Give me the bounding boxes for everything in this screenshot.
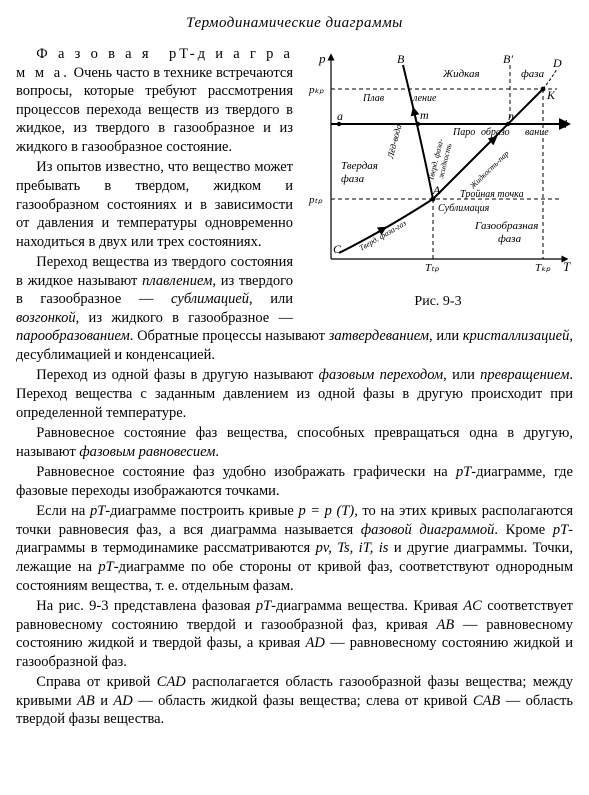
curve-ac [339, 199, 433, 253]
figure-9-3: p T pₖₚ pₜₚ Tₜₚ Tₖₚ B B' D K A C a m n d… [303, 49, 573, 311]
label-paro1: Паро [452, 127, 475, 138]
para-9: Справа от кривой CAD располагается облас… [16, 673, 573, 729]
label-paro2: образо [481, 127, 510, 138]
label-m: m [420, 108, 429, 122]
label-c: C [333, 242, 342, 256]
para-8: На рис. 9-3 представлена фазовая pT-диаг… [16, 597, 573, 671]
label-solid2: фаза [341, 173, 365, 185]
label-subl: Сублимация [438, 203, 490, 214]
label-dlow: d [561, 117, 568, 131]
label-lenie: ление [412, 93, 437, 104]
label-zhid-par: Жидкость-пар [467, 149, 510, 191]
phase-diagram-svg: p T pₖₚ pₜₚ Tₜₚ Tₖₚ B B' D K A C a m n d… [303, 49, 573, 289]
point-k [541, 87, 546, 92]
label-paro3: вание [525, 127, 549, 138]
label-a-low: a [337, 109, 343, 123]
arrow-ab [414, 111, 416, 119]
figure-caption: Рис. 9-3 [303, 293, 573, 311]
curve-kd [543, 69, 557, 89]
label-bp: B' [503, 52, 513, 66]
label-solid1: Твердая [341, 160, 378, 172]
label-gas2: фаза [498, 233, 522, 245]
label-tverd-gaz: Тверд. фаза-газ [358, 219, 408, 253]
label-liquid2: фаза [521, 68, 545, 80]
label-pkp: pₖₚ [308, 84, 324, 96]
point-a [431, 197, 436, 202]
label-plav: Плав [362, 93, 385, 104]
page-title: Термодинамические диаграммы [16, 14, 573, 33]
label-d: D [552, 56, 562, 70]
label-p: p [318, 51, 326, 66]
label-a-cap: A [432, 183, 441, 197]
label-tkp: Tₖₚ [535, 262, 551, 274]
para-6: Равновесное состояние фаз удобно изображ… [16, 463, 573, 500]
label-b: B [397, 52, 405, 66]
point-m [416, 122, 420, 126]
label-t: T [563, 259, 571, 274]
body-text: p T pₖₚ pₜₚ Tₜₚ Tₖₚ B B' D K A C a m n d… [16, 45, 573, 729]
label-led-voda: Лёд-вода [385, 123, 403, 161]
label-liquid: Жидкая [442, 68, 480, 80]
para-7: Если на pT-диаграмме построить кривые p … [16, 502, 573, 595]
para-5: Равновесное состояние фаз вещества, спос… [16, 424, 573, 461]
label-ttp: Tₜₚ [425, 262, 439, 274]
label-k: K [546, 88, 556, 102]
label-ptp: pₜₚ [308, 194, 323, 206]
label-n: n [508, 109, 514, 123]
para-4: Переход из одной фазы в другую называют … [16, 366, 573, 422]
label-triple: Тройная точка [460, 189, 524, 200]
label-gas1: Газообразная [474, 220, 538, 232]
